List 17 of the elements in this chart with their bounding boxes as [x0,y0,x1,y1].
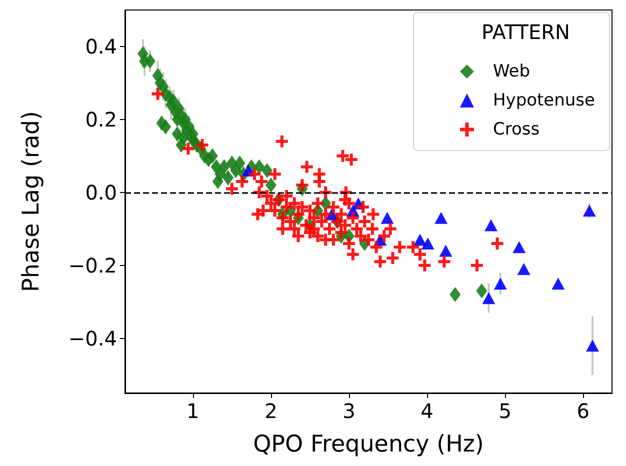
legend-title: PATTERN [482,20,570,44]
x-tick-label: 6 [576,399,590,423]
y-tick-label: 0.4 [85,34,117,58]
y-axis-title: Phase Lag (rad) [18,111,44,292]
legend-label: Web [492,62,530,82]
y-tick-label: 0.2 [85,107,117,132]
legend-label: Cross [492,120,540,140]
x-tick-label: 5 [498,399,512,423]
legend-label: Hypotenuse [492,90,596,110]
x-tick-label: 4 [420,399,434,423]
x-tick-label: 3 [342,399,356,423]
x-tick-label: 2 [264,399,278,423]
x-tick-label: 1 [186,399,200,423]
y-tick-label: −0.4 [68,326,117,350]
y-tick-label: 0.0 [85,180,117,204]
x-axis-title: QPO Frequency (Hz) [253,432,484,458]
y-tick-label: −0.2 [68,253,117,278]
